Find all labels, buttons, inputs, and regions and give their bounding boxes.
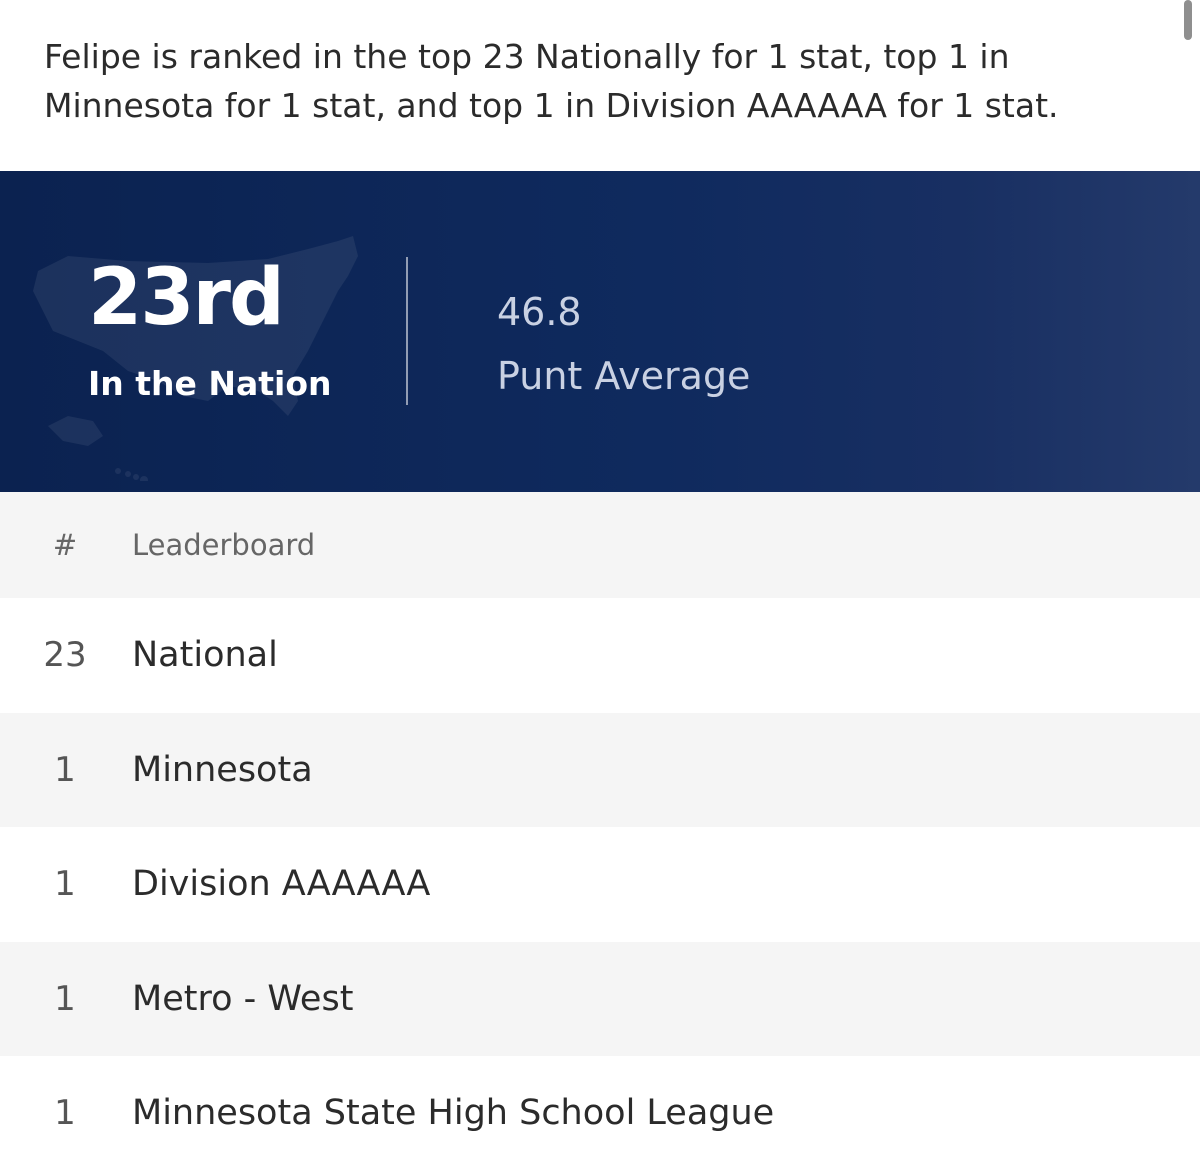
stat-value: 46.8	[497, 290, 582, 334]
usa-map-icon	[33, 236, 358, 481]
row-name: National	[132, 635, 278, 676]
row-name: Minnesota	[132, 749, 313, 790]
row-rank: 1	[54, 864, 76, 905]
row-rank: 1	[54, 749, 76, 790]
leaderboard-row-national[interactable]: 23 National	[0, 598, 1200, 713]
row-name: Division AAAAAA	[132, 864, 431, 905]
row-name: Minnesota State High School League	[132, 1093, 775, 1134]
ranking-summary: Felipe is ranked in the top 23 Nationall…	[44, 37, 1059, 125]
national-rank-value: 23rd	[88, 253, 285, 343]
row-rank: 1	[54, 1093, 76, 1134]
leaderboard-table: # Leaderboard 23 National 1 Minnesota 1 …	[0, 492, 1200, 1171]
leaderboard-row-division[interactable]: 1 Division AAAAAA	[0, 827, 1200, 942]
leaderboard-row-mshsl[interactable]: 1 Minnesota State High School League	[0, 1056, 1200, 1171]
leaderboard-header: # Leaderboard	[0, 492, 1200, 598]
leaderboard-column-header: Leaderboard	[132, 528, 316, 562]
rank-column-header: #	[52, 528, 78, 562]
row-rank: 1	[54, 978, 76, 1019]
national-rank-card: 23rd In the Nation 46.8 Punt Average	[0, 171, 1200, 492]
national-rank-label: In the Nation	[88, 364, 332, 403]
leaderboard-row-minnesota[interactable]: 1 Minnesota	[0, 712, 1200, 827]
hero-divider	[406, 257, 408, 405]
scrollbar[interactable]	[1184, 0, 1192, 40]
row-name: Metro - West	[132, 978, 354, 1019]
leaderboard-row-metro-west[interactable]: 1 Metro - West	[0, 941, 1200, 1056]
row-rank: 23	[43, 635, 87, 676]
stat-label: Punt Average	[497, 354, 751, 398]
